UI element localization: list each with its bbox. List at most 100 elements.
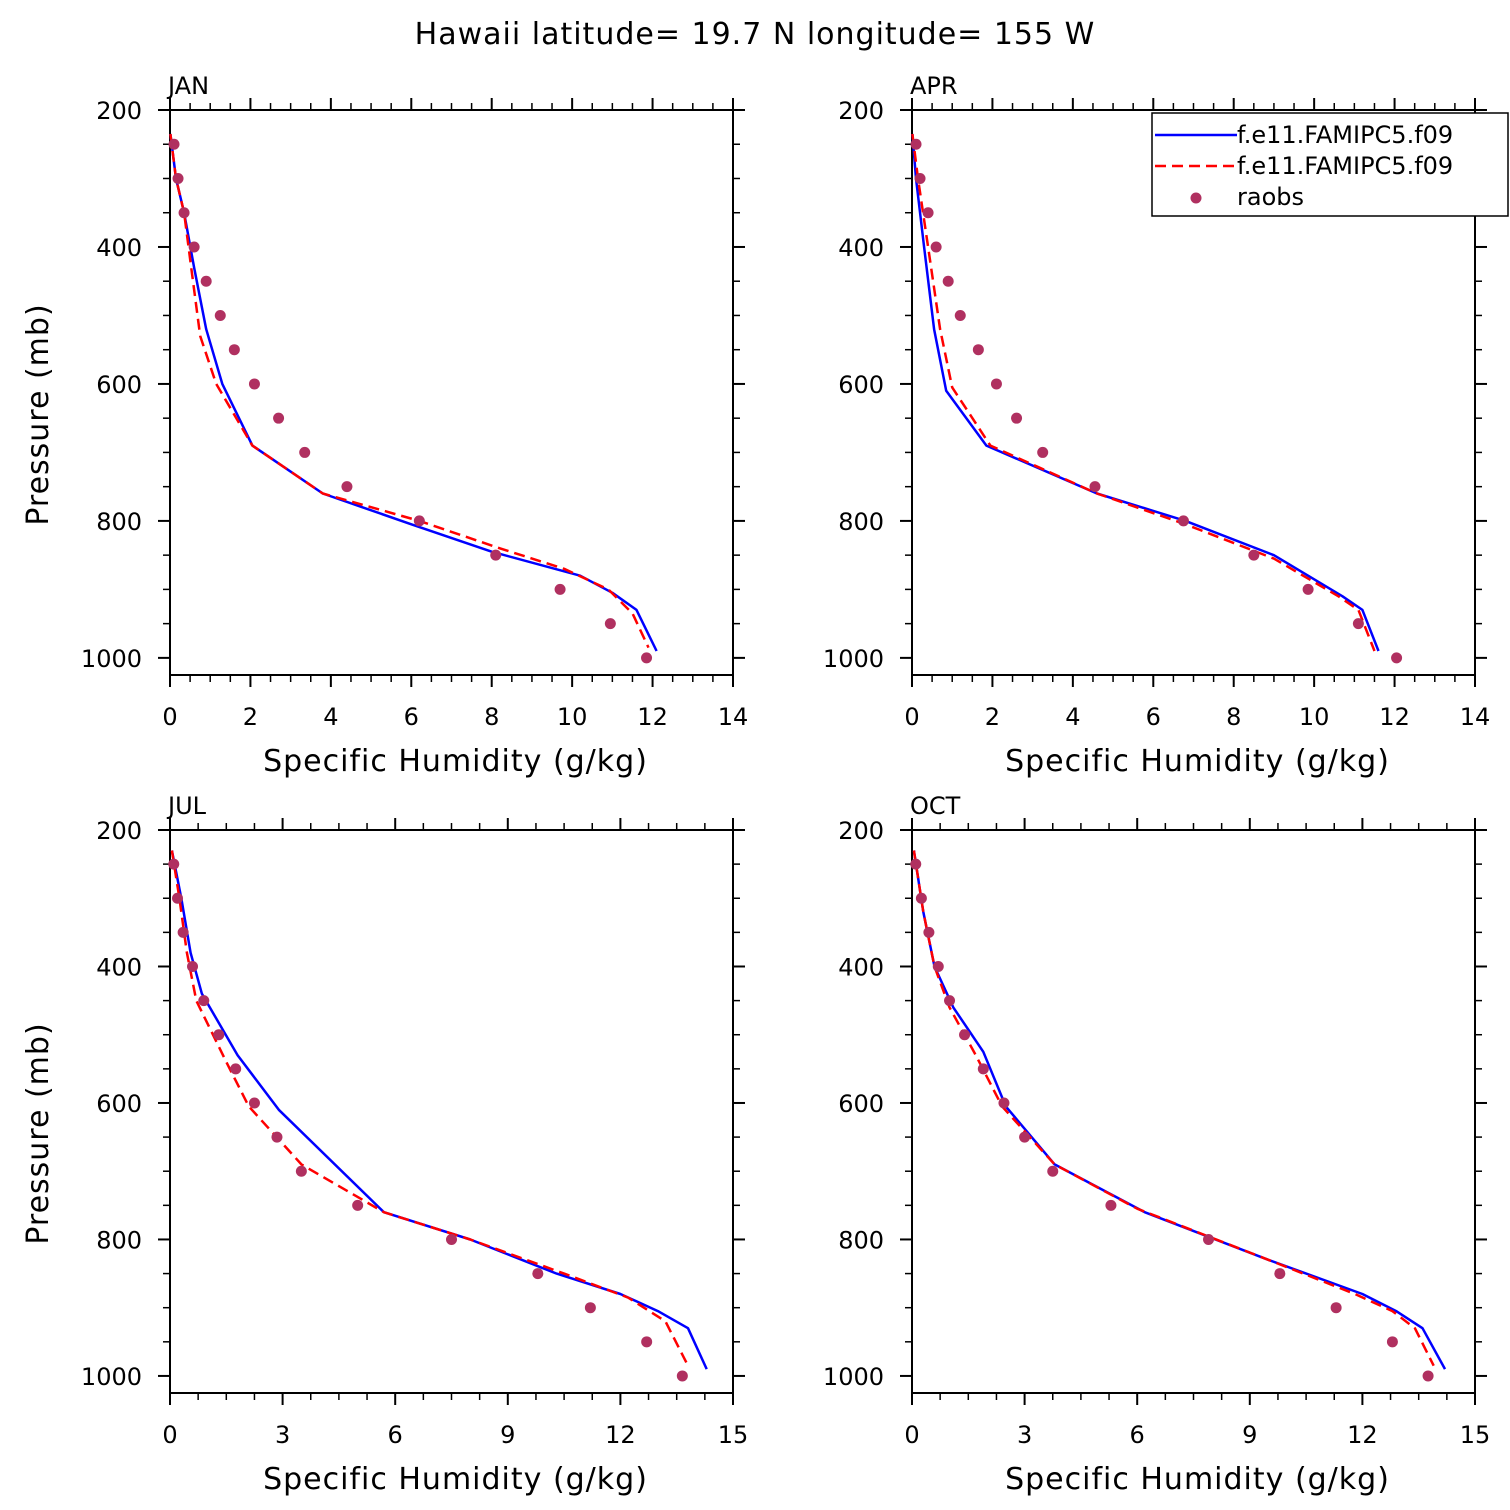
raobs-point [295,1165,307,1177]
x-tick-label: 6 [1146,703,1161,731]
raobs-point [213,1029,225,1041]
x-tick-label: 6 [404,703,419,731]
figure-title: Hawaii latitude= 19.7 N longitude= 155 W [415,17,1096,52]
panel-label: APR [910,72,958,100]
panel-label: JUL [166,792,207,820]
x-tick-label: 12 [1379,703,1410,731]
raobs-point [1352,618,1364,630]
y-tick-label: 200 [838,97,884,125]
raobs-point [910,138,922,150]
y-tick-label: 800 [96,508,142,536]
x-tick-label: 2 [985,703,1000,731]
raobs-point [271,1131,283,1143]
model-line-dashed [911,133,1376,652]
panel-apr: APR 0 2 4 6 8 10 12 14 200 400 600 800 1000 Specific H… [823,72,1490,779]
raobs-point [584,1302,596,1314]
raobs-point [352,1199,364,1211]
y-tick-label: 200 [838,817,884,845]
x-axis-label: Specific Humidity (g/kg) [1005,744,1390,779]
raobs-point [178,207,190,219]
raobs-point [299,446,311,458]
y-tick-label: 400 [838,953,884,981]
y-tick-label: 800 [838,1226,884,1254]
x-tick-label: 6 [388,1421,403,1449]
raobs-point [1089,481,1101,493]
x-axis-label: Specific Humidity (g/kg) [1005,1462,1390,1497]
panel-label: JAN [166,72,209,100]
raobs-point [168,138,180,150]
x-tick-label: 15 [1460,1421,1491,1449]
raobs-point [676,1370,688,1382]
raobs-point [914,172,926,184]
raobs-point [1302,583,1314,595]
y-tick-label: 200 [96,817,142,845]
x-tick-label: 12 [637,703,668,731]
x-tick-label: 9 [500,1421,515,1449]
panels: JAN 0 2 4 6 8 10 12 14 200 400 600 800 1000 Specific H… [21,72,1490,1497]
legend-label: f.e11.FAMIPC5.f09 [1237,152,1453,180]
raobs-point [1330,1302,1342,1314]
x-axis-label: Specific Humidity (g/kg) [263,744,648,779]
raobs-point [932,960,944,972]
panel-label: OCT [910,792,961,820]
raobs-point [1037,446,1049,458]
raobs-point [954,309,966,321]
y-tick-label: 600 [838,371,884,399]
raobs-point [1019,1131,1031,1143]
plot-frame [169,109,734,676]
raobs-point [341,481,353,493]
raobs-point [915,892,927,904]
raobs-point [532,1268,544,1280]
legend: f.e11.FAMIPC5.f09 f.e11.FAMIPC5.f09 raobs [1151,112,1509,217]
x-tick-label: 0 [162,1421,177,1449]
y-axis-label: Pressure (mb) [21,303,56,525]
x-tick-label: 9 [1242,1421,1257,1449]
y-tick-label: 1000 [823,1363,884,1391]
raobs-point [198,995,210,1007]
legend-label: f.e11.FAMIPC5.f09 [1237,121,1453,149]
x-tick-label: 4 [323,703,338,731]
raobs-point [1391,652,1403,664]
y-axis-label: Pressure (mb) [21,1022,56,1244]
raobs-point [930,241,942,253]
x-tick-label: 3 [1017,1421,1032,1449]
x-tick-label: 12 [605,1421,636,1449]
raobs-point [1203,1233,1215,1245]
model-line-dashed [169,133,650,649]
model-line-solid [912,850,1447,1370]
panel-jan: JAN 0 2 4 6 8 10 12 14 200 400 600 800 1000 Specific H… [21,72,748,779]
x-tick-label: 8 [484,703,499,731]
raobs-point [200,275,212,287]
raobs-point [172,892,184,904]
raobs-point [248,1097,260,1109]
raobs-point [177,926,189,938]
raobs-point [998,1097,1010,1109]
x-tick-label: 0 [904,703,919,731]
raobs-point [230,1063,242,1075]
legend-marker-dot [1190,192,1202,204]
raobs-point [413,515,425,527]
raobs-point [168,858,180,870]
y-tick-label: 600 [96,371,142,399]
raobs-point [641,1336,653,1348]
y-tick-label: 600 [96,1090,142,1118]
y-tick-label: 800 [838,508,884,536]
y-tick-label: 1000 [81,645,142,673]
x-tick-label: 15 [718,1421,749,1449]
raobs-point [1047,1165,1059,1177]
raobs-point [922,207,934,219]
raobs-point [910,858,922,870]
x-tick-label: 12 [1347,1421,1378,1449]
raobs-point [972,344,984,356]
raobs-point [944,995,956,1007]
x-tick-label: 8 [1226,703,1241,731]
x-tick-label: 14 [1460,703,1491,731]
raobs-point [187,960,199,972]
y-tick-label: 600 [838,1090,884,1118]
y-tick-label: 1000 [81,1363,142,1391]
x-tick-label: 10 [1299,703,1330,731]
raobs-point [977,1063,989,1075]
y-tick-label: 800 [96,1226,142,1254]
y-tick-label: 400 [96,953,142,981]
x-tick-label: 6 [1130,1421,1145,1449]
